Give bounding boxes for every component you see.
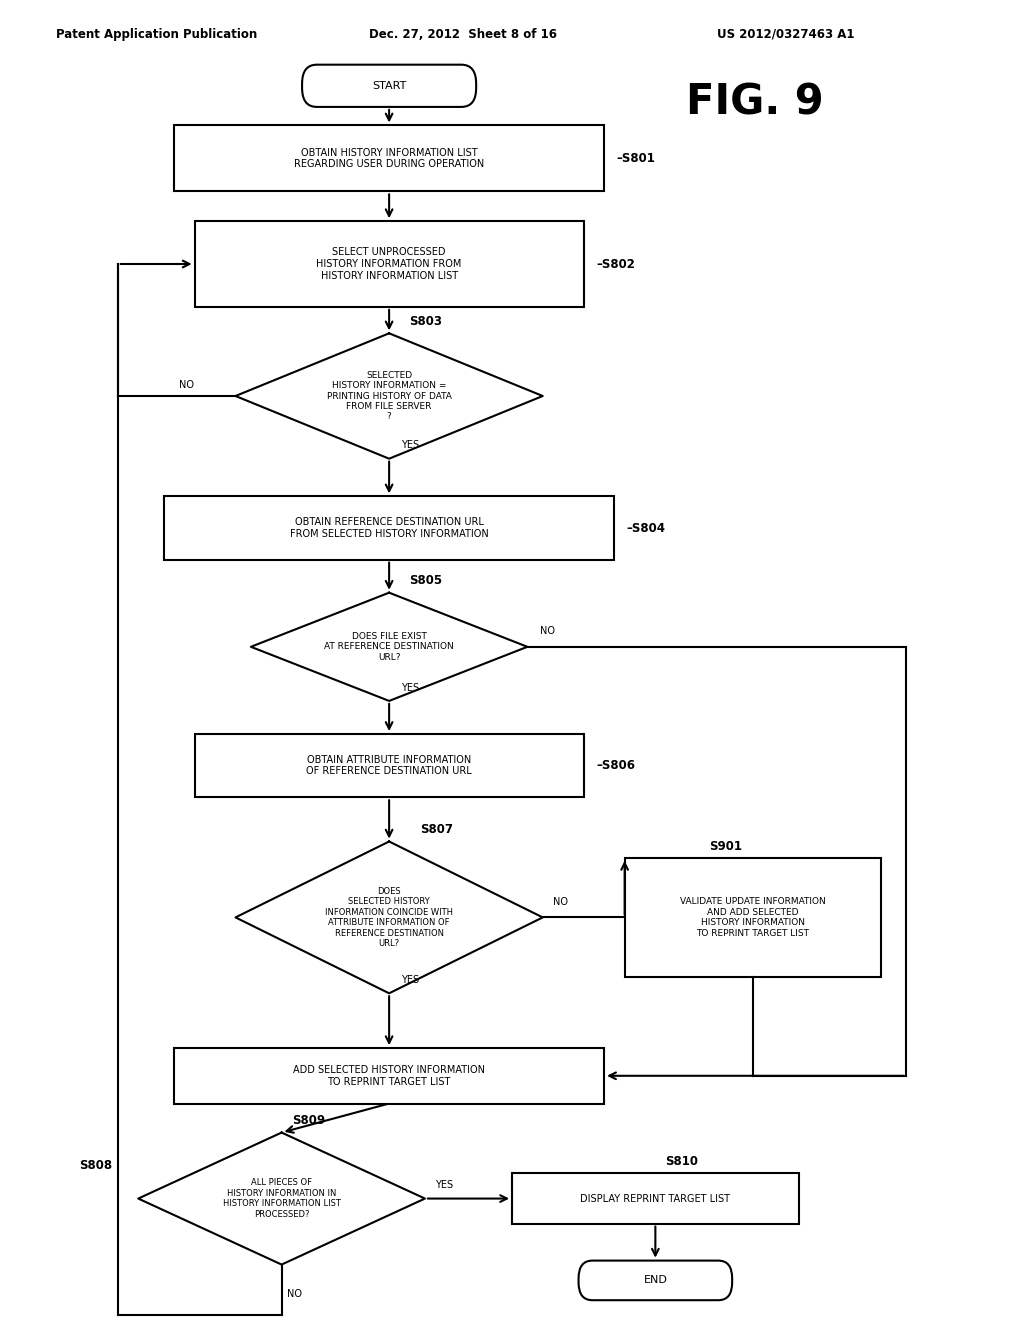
Text: US 2012/0327463 A1: US 2012/0327463 A1 [717, 28, 854, 41]
Text: –S804: –S804 [627, 521, 666, 535]
Text: S805: S805 [410, 574, 442, 587]
Text: –S806: –S806 [596, 759, 635, 772]
Text: NO: NO [179, 380, 195, 391]
Text: YES: YES [401, 441, 420, 450]
Bar [512, 1173, 799, 1224]
Text: OBTAIN HISTORY INFORMATION LIST
REGARDING USER DURING OPERATION: OBTAIN HISTORY INFORMATION LIST REGARDIN… [294, 148, 484, 169]
Text: Dec. 27, 2012  Sheet 8 of 16: Dec. 27, 2012 Sheet 8 of 16 [369, 28, 557, 41]
Text: S807: S807 [420, 824, 453, 837]
Text: S808: S808 [80, 1159, 113, 1172]
FancyBboxPatch shape [579, 1261, 732, 1300]
Text: Patent Application Publication: Patent Application Publication [56, 28, 258, 41]
Text: S810: S810 [666, 1155, 698, 1168]
Text: NO: NO [287, 1288, 302, 1299]
FancyBboxPatch shape [302, 65, 476, 107]
Bar [174, 1048, 604, 1104]
Text: NO: NO [540, 626, 555, 636]
Text: S803: S803 [410, 315, 442, 329]
Bar [625, 858, 881, 977]
Text: SELECT UNPROCESSED
HISTORY INFORMATION FROM
HISTORY INFORMATION LIST: SELECT UNPROCESSED HISTORY INFORMATION F… [316, 247, 462, 281]
Text: SELECTED
HISTORY INFORMATION =
PRINTING HISTORY OF DATA
FROM FILE SERVER
?: SELECTED HISTORY INFORMATION = PRINTING … [327, 371, 452, 421]
Text: FIG. 9: FIG. 9 [686, 82, 823, 124]
Text: YES: YES [401, 682, 420, 693]
Text: START: START [372, 81, 407, 91]
Bar [195, 220, 584, 306]
Text: VALIDATE UPDATE INFORMATION
AND ADD SELECTED
HISTORY INFORMATION
TO REPRINT TARG: VALIDATE UPDATE INFORMATION AND ADD SELE… [680, 898, 825, 937]
Text: S809: S809 [292, 1114, 325, 1127]
Bar [195, 734, 584, 797]
Text: OBTAIN REFERENCE DESTINATION URL
FROM SELECTED HISTORY INFORMATION: OBTAIN REFERENCE DESTINATION URL FROM SE… [290, 517, 488, 539]
Text: S901: S901 [710, 840, 742, 853]
Text: –S802: –S802 [596, 257, 635, 271]
Text: END: END [643, 1275, 668, 1286]
Text: DISPLAY REPRINT TARGET LIST: DISPLAY REPRINT TARGET LIST [581, 1193, 730, 1204]
Text: YES: YES [401, 975, 420, 985]
Text: NO: NO [553, 896, 568, 907]
Bar [164, 496, 614, 560]
Text: DOES FILE EXIST
AT REFERENCE DESTINATION
URL?: DOES FILE EXIST AT REFERENCE DESTINATION… [325, 632, 454, 661]
Text: OBTAIN ATTRIBUTE INFORMATION
OF REFERENCE DESTINATION URL: OBTAIN ATTRIBUTE INFORMATION OF REFERENC… [306, 755, 472, 776]
Text: ADD SELECTED HISTORY INFORMATION
TO REPRINT TARGET LIST: ADD SELECTED HISTORY INFORMATION TO REPR… [293, 1065, 485, 1086]
Text: YES: YES [435, 1180, 454, 1191]
Text: –S801: –S801 [616, 152, 655, 165]
Bar [174, 125, 604, 191]
Text: DOES
SELECTED HISTORY
INFORMATION COINCIDE WITH
ATTRIBUTE INFORMATION OF
REFEREN: DOES SELECTED HISTORY INFORMATION COINCI… [326, 887, 453, 948]
Text: ALL PIECES OF
HISTORY INFORMATION IN
HISTORY INFORMATION LIST
PROCESSED?: ALL PIECES OF HISTORY INFORMATION IN HIS… [222, 1179, 341, 1218]
